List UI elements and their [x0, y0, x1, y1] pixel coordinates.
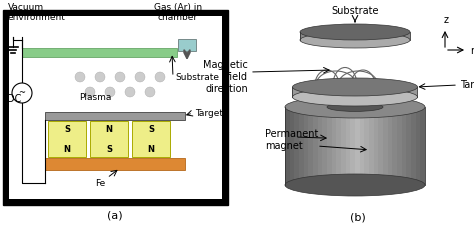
- Bar: [90, 121, 128, 157]
- Text: Target: Target: [195, 108, 223, 117]
- Bar: [337, 107, 341, 185]
- Circle shape: [85, 87, 95, 97]
- Circle shape: [155, 72, 165, 82]
- Bar: [313, 107, 318, 185]
- Bar: [308, 107, 313, 185]
- Circle shape: [135, 72, 145, 82]
- Text: ~: ~: [18, 88, 26, 97]
- Bar: [300, 32, 410, 40]
- Text: Plasma: Plasma: [79, 94, 111, 103]
- Bar: [332, 107, 337, 185]
- Circle shape: [105, 87, 115, 97]
- Bar: [401, 107, 406, 185]
- Bar: [290, 107, 294, 185]
- Bar: [318, 107, 322, 185]
- Text: N: N: [64, 144, 71, 153]
- Bar: [178, 39, 196, 51]
- Bar: [388, 107, 392, 185]
- Bar: [416, 107, 420, 185]
- Text: Substrate: Substrate: [175, 72, 219, 81]
- Circle shape: [75, 72, 85, 82]
- Ellipse shape: [327, 103, 383, 111]
- Ellipse shape: [292, 88, 418, 106]
- Circle shape: [145, 87, 155, 97]
- Text: Magnetic
field
direction: Magnetic field direction: [203, 60, 248, 94]
- Text: Substrate: Substrate: [331, 6, 379, 16]
- Bar: [355, 107, 360, 185]
- Bar: [304, 107, 308, 185]
- Circle shape: [115, 72, 125, 82]
- Text: (a): (a): [107, 210, 123, 220]
- Bar: [45, 158, 185, 170]
- Bar: [9, 16, 222, 199]
- Ellipse shape: [292, 78, 418, 96]
- Text: Fe: Fe: [95, 179, 105, 188]
- Text: DC: DC: [7, 94, 21, 104]
- Bar: [397, 107, 401, 185]
- Bar: [132, 121, 170, 157]
- Bar: [374, 107, 378, 185]
- Text: Gas (Ar) in
chamber: Gas (Ar) in chamber: [154, 3, 202, 23]
- Ellipse shape: [300, 24, 410, 40]
- Text: N: N: [106, 124, 112, 133]
- Text: Permanent
magnet: Permanent magnet: [265, 129, 319, 151]
- Bar: [299, 107, 304, 185]
- Bar: [292, 87, 418, 97]
- Ellipse shape: [300, 32, 410, 48]
- Text: (b): (b): [350, 212, 366, 222]
- Bar: [378, 107, 383, 185]
- Bar: [392, 107, 397, 185]
- Text: S: S: [148, 124, 154, 133]
- Text: Vacuum
environment: Vacuum environment: [8, 3, 66, 23]
- Bar: [360, 107, 365, 185]
- Bar: [350, 107, 355, 185]
- Text: S: S: [106, 144, 112, 153]
- Bar: [341, 107, 346, 185]
- Text: z: z: [444, 15, 448, 25]
- Text: Target: Target: [460, 80, 474, 90]
- Text: r: r: [470, 46, 474, 56]
- Circle shape: [12, 83, 32, 103]
- Bar: [285, 107, 290, 185]
- Bar: [294, 107, 299, 185]
- Bar: [383, 107, 388, 185]
- Ellipse shape: [285, 96, 425, 118]
- Bar: [22, 48, 177, 57]
- Bar: [3, 10, 228, 205]
- Bar: [365, 107, 369, 185]
- Bar: [327, 107, 332, 185]
- Bar: [369, 107, 374, 185]
- Circle shape: [95, 72, 105, 82]
- Bar: [406, 107, 411, 185]
- Bar: [411, 107, 416, 185]
- Ellipse shape: [285, 174, 425, 196]
- Text: S: S: [64, 124, 70, 133]
- Text: N: N: [147, 144, 155, 153]
- Bar: [48, 121, 86, 157]
- Bar: [346, 107, 350, 185]
- Circle shape: [125, 87, 135, 97]
- Bar: [322, 107, 327, 185]
- Bar: [45, 112, 185, 120]
- Bar: [420, 107, 425, 185]
